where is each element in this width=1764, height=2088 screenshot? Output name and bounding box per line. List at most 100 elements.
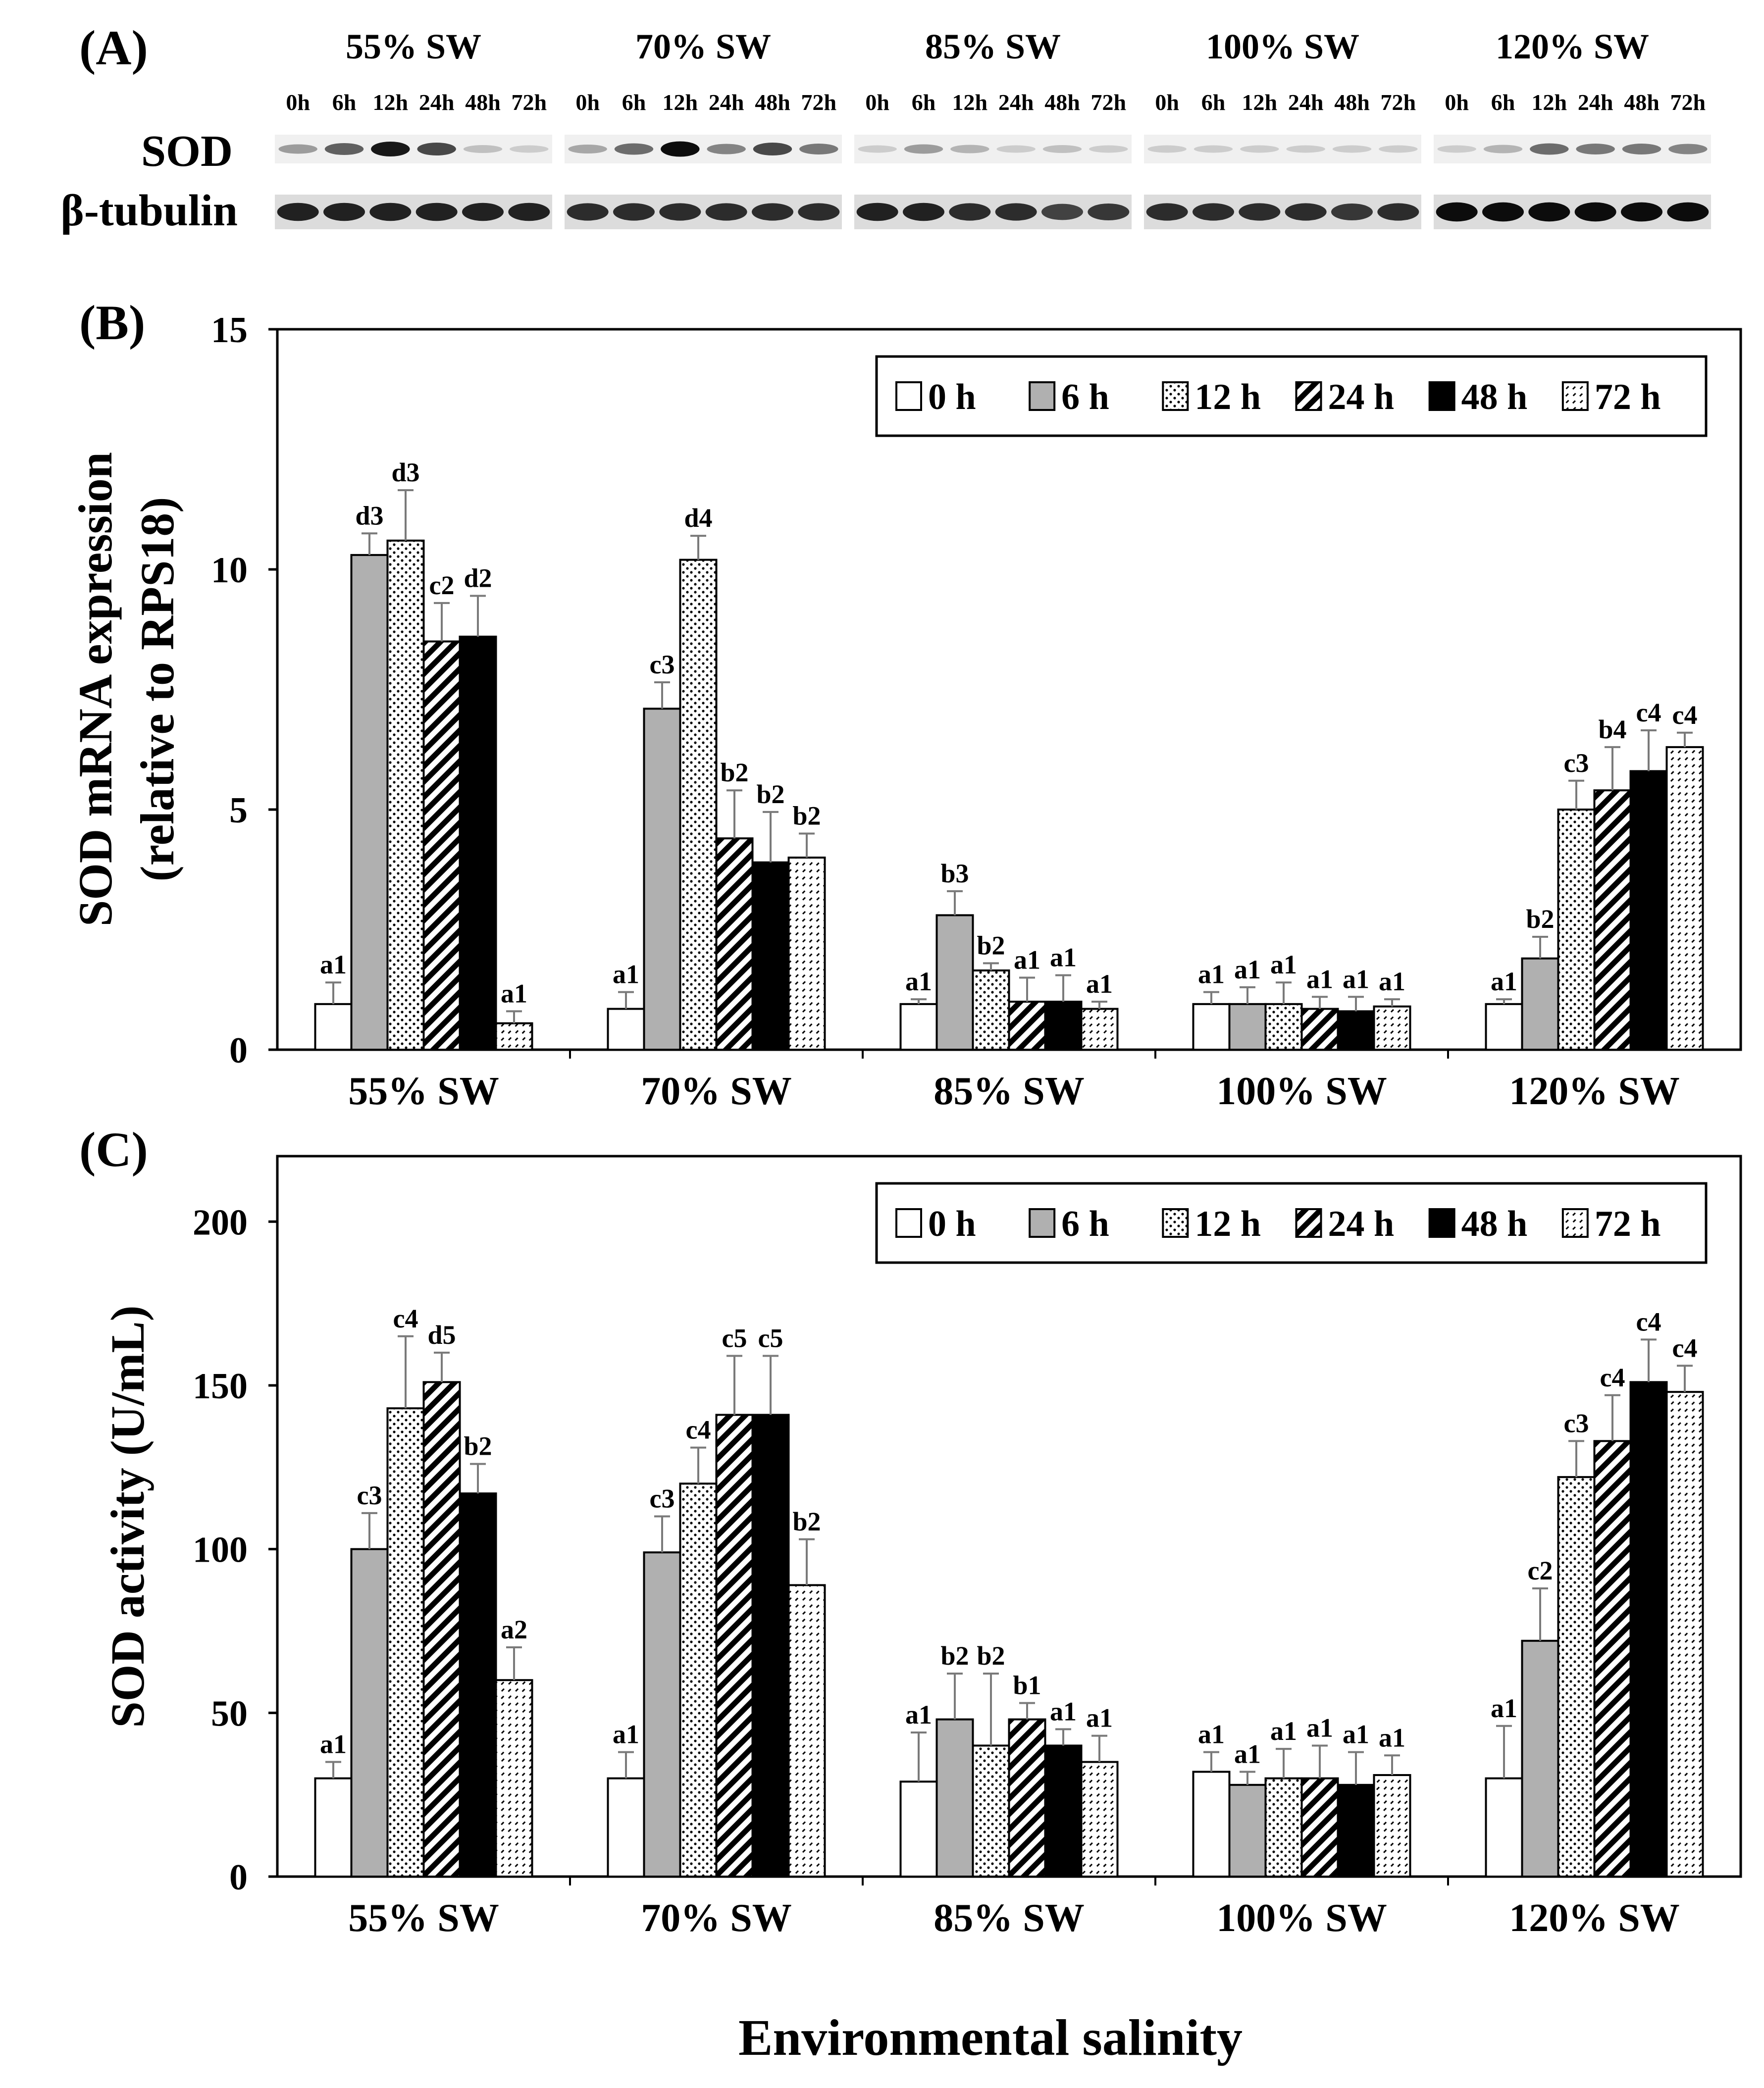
blot-timepoint-label: 12h bbox=[952, 90, 988, 115]
tubulin-band bbox=[1239, 203, 1281, 221]
blot-timepoint-label: 24h bbox=[998, 90, 1034, 115]
x-axis-title: Environmental salinity bbox=[738, 2009, 1243, 2066]
bar-6h bbox=[350, 554, 389, 1051]
bar-72h bbox=[1080, 1761, 1119, 1878]
x-category-label: 55% SW bbox=[348, 1896, 499, 1940]
significance-label: a1 bbox=[1306, 1713, 1333, 1742]
sod-band bbox=[1240, 145, 1279, 153]
significance-label: c5 bbox=[722, 1323, 747, 1353]
bar-72h bbox=[495, 1679, 533, 1878]
legend-swatch bbox=[1029, 1208, 1056, 1238]
blot-timepoint-label: 48h bbox=[755, 90, 790, 115]
legend bbox=[875, 355, 1708, 437]
bar-0h bbox=[1192, 1771, 1231, 1878]
significance-label: a1 bbox=[1198, 960, 1225, 989]
tubulin-band bbox=[462, 203, 504, 221]
legend-label: 72 h bbox=[1595, 377, 1661, 417]
bar-0h bbox=[1485, 1777, 1523, 1878]
tubulin-band bbox=[1667, 202, 1709, 222]
sod-blot-strip bbox=[565, 135, 842, 163]
bar-72h bbox=[495, 1022, 533, 1051]
tubulin-band bbox=[705, 203, 747, 221]
tubulin-blot-strip bbox=[1144, 195, 1421, 229]
blot-timepoint-label: 0h bbox=[1445, 90, 1469, 115]
sod-band bbox=[1668, 144, 1708, 154]
blot-timepoint-label: 6h bbox=[1201, 90, 1226, 115]
x-category-label: 85% SW bbox=[934, 1069, 1085, 1113]
x-category-label: 120% SW bbox=[1509, 1896, 1680, 1940]
significance-label: a1 bbox=[1270, 1716, 1297, 1746]
legend-swatch bbox=[1295, 381, 1322, 411]
bar-48h bbox=[1629, 770, 1668, 1051]
bar-0h bbox=[607, 1777, 645, 1878]
significance-label: a1 bbox=[905, 967, 932, 996]
tubulin-band bbox=[1146, 203, 1188, 221]
significance-label: c3 bbox=[650, 650, 675, 679]
significance-label: c3 bbox=[1564, 748, 1589, 778]
bar-0h bbox=[314, 1003, 353, 1051]
legend-label: 12 h bbox=[1194, 1204, 1261, 1244]
sod-band bbox=[904, 144, 943, 154]
x-category-label: 70% SW bbox=[641, 1896, 792, 1940]
x-category-label: 100% SW bbox=[1216, 1896, 1387, 1940]
significance-label: a1 bbox=[1234, 1739, 1261, 1769]
tubulin-band bbox=[995, 203, 1037, 221]
significance-label: d3 bbox=[355, 501, 383, 530]
significance-label: c4 bbox=[686, 1415, 711, 1445]
legend-label: 48 h bbox=[1461, 377, 1528, 417]
legend-label: 48 h bbox=[1461, 1204, 1528, 1244]
significance-label: b3 bbox=[940, 859, 969, 888]
blot-timepoint-label: 12h bbox=[373, 90, 409, 115]
significance-label: a1 bbox=[1343, 964, 1369, 994]
sod-band bbox=[858, 145, 897, 153]
x-category-label: 85% SW bbox=[934, 1896, 1085, 1940]
chart-b-ylabel-2: (relative to RPS18) bbox=[131, 497, 184, 882]
legend-label: 6 h bbox=[1061, 1204, 1109, 1244]
sod-band bbox=[1147, 145, 1187, 153]
legend-swatch bbox=[1295, 1208, 1322, 1238]
bar-0h bbox=[899, 1781, 938, 1878]
bar-24h bbox=[715, 837, 754, 1051]
significance-label: a1 bbox=[1198, 1720, 1225, 1749]
tubulin-blot-strip bbox=[854, 195, 1132, 229]
bar-6h bbox=[350, 1548, 389, 1878]
sod-band bbox=[1379, 145, 1418, 153]
significance-label: c5 bbox=[758, 1323, 783, 1353]
sod-band bbox=[1332, 145, 1372, 153]
bar-12h bbox=[972, 969, 1010, 1051]
bar-48h bbox=[751, 1414, 790, 1878]
blot-timepoint-label: 12h bbox=[1532, 90, 1567, 115]
y-tick-label: 10 bbox=[211, 550, 248, 591]
significance-label: b2 bbox=[756, 779, 784, 809]
significance-label: d4 bbox=[684, 503, 712, 533]
legend-label: 24 h bbox=[1328, 1204, 1395, 1244]
blot-timepoint-label: 12h bbox=[663, 90, 698, 115]
bar-0h bbox=[1485, 1003, 1523, 1051]
tubulin-band bbox=[903, 203, 944, 221]
panel-c-label: (C) bbox=[79, 1122, 148, 1177]
bar-0h bbox=[899, 1003, 938, 1051]
significance-label: a1 bbox=[1086, 969, 1113, 999]
significance-label: a1 bbox=[1014, 945, 1040, 975]
sod-band bbox=[753, 143, 792, 155]
chart-b-ylabel: SOD mRNA expression bbox=[69, 452, 122, 926]
significance-label: a1 bbox=[1050, 1696, 1077, 1726]
blot-timepoint-label: 24h bbox=[419, 90, 455, 115]
bar-72h bbox=[1665, 746, 1704, 1051]
sod-band bbox=[417, 143, 456, 155]
significance-label: a1 bbox=[905, 1700, 932, 1730]
blot-group-label: 120% SW bbox=[1496, 27, 1649, 66]
bar-12h bbox=[386, 539, 425, 1051]
bar-72h bbox=[1080, 1008, 1119, 1051]
significance-label: b2 bbox=[977, 1641, 1005, 1671]
tubulin-band bbox=[856, 203, 898, 221]
blot-timepoint-label: 48h bbox=[1334, 90, 1370, 115]
significance-label: c3 bbox=[357, 1480, 382, 1510]
blot-group-label: 85% SW bbox=[925, 27, 1061, 66]
bar-24h bbox=[1300, 1008, 1339, 1051]
significance-label: d2 bbox=[464, 563, 492, 593]
legend-swatch bbox=[1561, 381, 1589, 411]
bar-48h bbox=[1044, 1001, 1083, 1051]
significance-label: c4 bbox=[1672, 700, 1698, 730]
legend-swatch bbox=[1428, 381, 1455, 411]
